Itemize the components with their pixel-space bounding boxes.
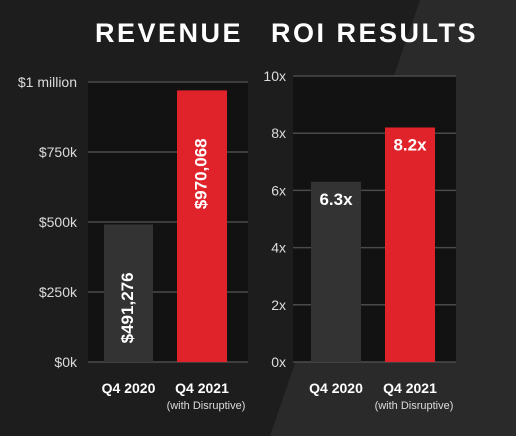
revenue-chart-title: REVENUE — [95, 18, 244, 48]
roi-category-label-1: Q4 2020 — [309, 380, 363, 396]
revenue-y-tick-label: $0k — [54, 354, 78, 370]
roi-data-label-1: 6.3x — [319, 190, 353, 209]
roi-category-subtitle-2: (with Disruptive) — [375, 400, 454, 412]
revenue-y-tick-label: $750k — [39, 144, 78, 160]
revenue-data-label-1: $491,276 — [118, 272, 137, 343]
revenue-y-tick-label: $500k — [39, 214, 78, 230]
revenue-y-tick-label: $250k — [39, 284, 78, 300]
roi-chart-title: ROI RESULTS — [271, 18, 479, 48]
roi-y-tick-label: 8x — [271, 125, 286, 141]
roi-data-label-2: 8.2x — [393, 135, 427, 154]
roi-y-tick-label: 4x — [271, 240, 286, 256]
revenue-data-label-2: $970,068 — [191, 138, 210, 209]
revenue-y-tick-label: $1 million — [18, 74, 77, 90]
roi-y-tick-label: 6x — [271, 182, 286, 198]
revenue-bar-1 — [104, 224, 153, 362]
revenue-category-label-2: Q4 2021 — [175, 380, 229, 396]
roi-category-label-2: Q4 2021 — [383, 380, 437, 396]
roi-y-tick-label: 10x — [263, 68, 286, 84]
roi-y-tick-label: 0x — [271, 354, 286, 370]
roi-y-tick-label: 2x — [271, 297, 286, 313]
revenue-category-subtitle-2: (with Disruptive) — [167, 400, 246, 412]
revenue-category-label-1: Q4 2020 — [102, 380, 156, 396]
revenue-bar-2 — [177, 90, 227, 363]
roi-bar-1 — [311, 181, 361, 362]
roi-bar-2 — [385, 127, 435, 362]
